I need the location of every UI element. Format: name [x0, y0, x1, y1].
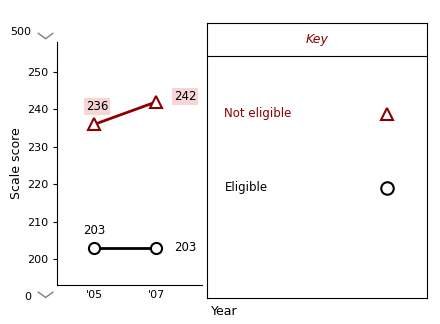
Text: 203: 203	[174, 241, 196, 254]
X-axis label: Year: Year	[211, 305, 238, 318]
Text: Not eligible: Not eligible	[224, 107, 292, 120]
Text: 500: 500	[10, 28, 31, 37]
Text: Key: Key	[305, 33, 328, 46]
Text: 0: 0	[24, 292, 31, 302]
Text: 236: 236	[86, 100, 108, 113]
Y-axis label: Scale score: Scale score	[10, 128, 23, 200]
Text: Eligible: Eligible	[224, 181, 268, 194]
Text: 242: 242	[174, 90, 197, 103]
Text: 203: 203	[83, 224, 106, 237]
